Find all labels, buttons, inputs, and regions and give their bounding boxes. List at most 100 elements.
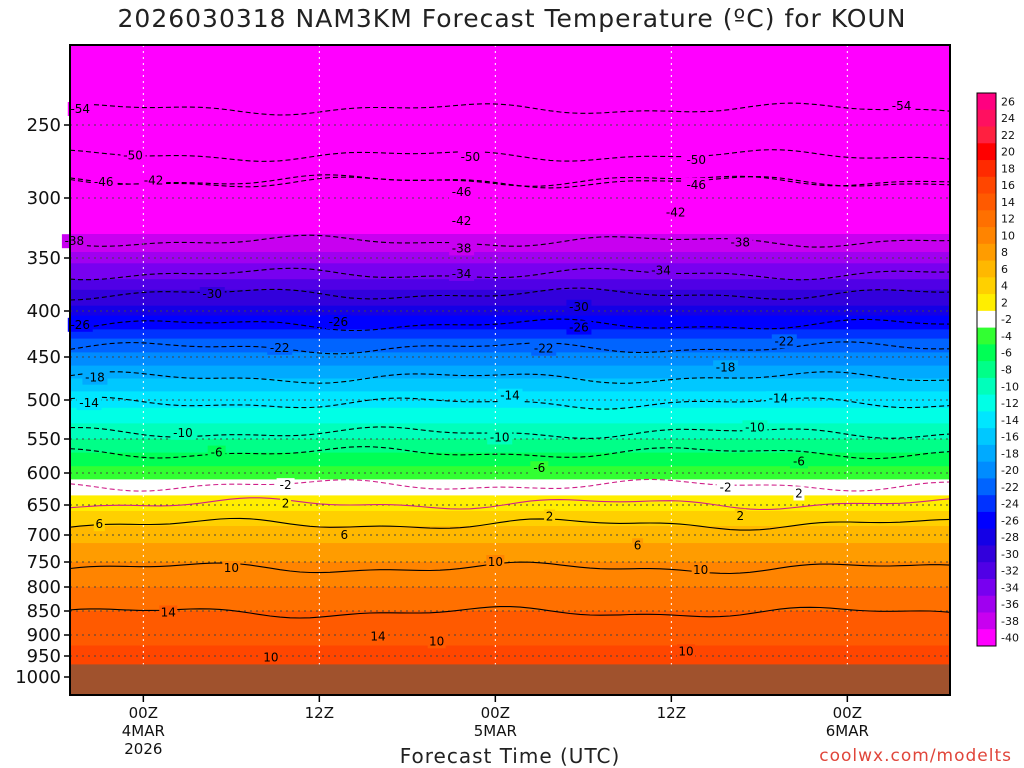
y-tick-label: 450 (27, 347, 61, 368)
field-band (70, 117, 950, 126)
contour-label: -54 (70, 102, 90, 116)
colorbar-label: -20 (1001, 464, 1019, 477)
field-band (70, 535, 950, 539)
contour-label-bg (663, 205, 689, 220)
colorbar-label: -28 (1001, 531, 1019, 544)
contour-label-bg (267, 340, 293, 355)
field-band (70, 365, 950, 371)
field-band (70, 374, 950, 380)
field-band (70, 378, 950, 384)
field-band (70, 125, 950, 133)
colorbar-label: 12 (1001, 213, 1015, 226)
colorbar-swatch (977, 495, 996, 513)
x-tick-label: 4MAR (122, 722, 165, 740)
isotherm-line (70, 176, 950, 189)
field-band (70, 279, 950, 286)
y-tick-label: 500 (27, 390, 61, 411)
field-band (70, 574, 950, 578)
plot-frame (69, 44, 951, 696)
contour-label: 14 (161, 605, 176, 619)
field-band (70, 548, 950, 552)
y-tick-label: 1000 (15, 667, 61, 688)
colorbar-swatch (977, 243, 996, 262)
colorbar-swatch (977, 411, 996, 429)
contour-label: 6 (340, 528, 348, 542)
y-tick-label: 700 (27, 525, 61, 546)
contour-label: -10 (173, 426, 193, 440)
field-band (70, 551, 950, 555)
contour-label: -26 (329, 315, 349, 329)
colorbar-label: -4 (1001, 330, 1012, 343)
field-band (70, 300, 950, 307)
contour-label-bg (82, 370, 108, 385)
y-tick-label: 400 (27, 301, 61, 322)
y-tick-label: 600 (27, 463, 61, 484)
colorbar-label: -40 (1001, 632, 1019, 645)
field-band (70, 419, 950, 424)
field-band (70, 77, 950, 86)
contour-label: -18 (85, 371, 105, 385)
field-band (70, 529, 950, 533)
contour-label-bg (727, 235, 753, 250)
field-band (70, 511, 950, 515)
temperature-field (70, 45, 950, 678)
field-band (70, 161, 950, 170)
contour-label: -14 (79, 396, 99, 410)
contour-label: -38 (452, 241, 472, 255)
field-band (70, 222, 950, 229)
contour-label: -46 (686, 178, 706, 192)
colorbar-label: 14 (1001, 196, 1015, 209)
colorbar-swatch (977, 227, 996, 245)
isotherm-line (70, 318, 950, 332)
contour-label-bg (61, 234, 87, 249)
colorbar-swatch (977, 344, 996, 362)
y-tick-label: 650 (27, 495, 61, 516)
colorbar-label: -38 (1001, 615, 1019, 628)
y-tick-label: 950 (27, 646, 61, 667)
field-band (70, 498, 950, 503)
field-band (70, 613, 950, 617)
contour-label-bg (159, 605, 178, 620)
colorbar-label: 6 (1001, 263, 1008, 276)
field-band (70, 411, 950, 417)
field-band (70, 603, 950, 607)
field-band (70, 466, 950, 471)
colorbar-swatch (977, 176, 996, 195)
x-tick-label: 2026 (124, 740, 162, 758)
colorbar-label: -6 (1001, 347, 1012, 360)
contour-label-bg (67, 317, 93, 332)
contour-label: -38 (730, 235, 750, 249)
field-band (70, 653, 950, 657)
contour-label-bg (713, 360, 739, 375)
field-band (70, 584, 950, 588)
colorbar-label: -16 (1001, 431, 1019, 444)
field-band (70, 85, 950, 94)
contour-label: 14 (370, 629, 385, 643)
contour-label: -30 (202, 287, 222, 301)
colorbar-label: -14 (1001, 414, 1019, 427)
contour-label: -34 (452, 267, 472, 281)
credit-link[interactable]: coolwx.com/modelts (819, 746, 1012, 766)
contour-label: -50 (123, 149, 143, 163)
colorbar-label: 10 (1001, 229, 1015, 242)
contour-label: -38 (65, 234, 85, 248)
field-band (70, 228, 950, 235)
field-band (70, 606, 950, 610)
y-tick-label: 250 (27, 115, 61, 136)
field-band (70, 168, 950, 177)
contour-label-bg (677, 644, 695, 659)
contour-label-bg (716, 480, 735, 495)
field-band (70, 543, 950, 547)
field-band (70, 587, 950, 590)
x-tick-label: 00Z (481, 704, 510, 722)
field-band (70, 577, 950, 581)
field-band (70, 324, 950, 330)
x-tick-label: 00Z (129, 704, 158, 722)
contour-label-bg (93, 517, 105, 532)
contour-label: -10 (490, 430, 510, 444)
contour-label-bg (771, 334, 797, 349)
field-band (70, 482, 950, 487)
contour-label-bg (261, 650, 280, 665)
field-band (70, 263, 950, 270)
